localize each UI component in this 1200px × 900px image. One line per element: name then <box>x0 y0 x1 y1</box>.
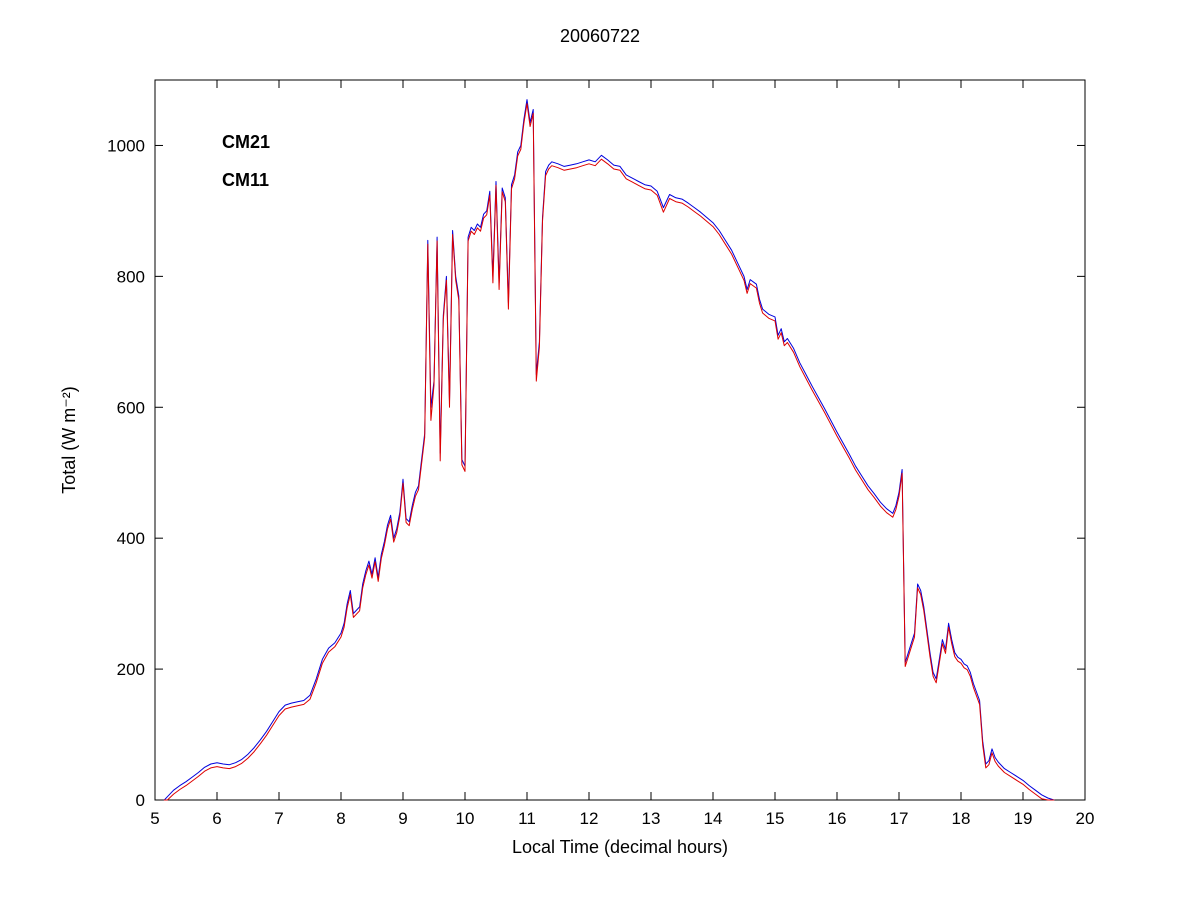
x-tick-label: 12 <box>580 809 599 828</box>
y-tick-label: 600 <box>117 398 145 417</box>
x-tick-label: 6 <box>212 809 221 828</box>
y-tick-label: 400 <box>117 529 145 548</box>
x-tick-label: 20 <box>1076 809 1095 828</box>
y-tick-label: 0 <box>136 791 145 810</box>
legend-entry-cm11: CM11 <box>222 170 269 190</box>
axes: 5 6 7 8 9 10 11 12 13 14 15 16 17 18 19 200200400600800… <box>107 79 1095 828</box>
x-tick-label: 10 <box>456 809 475 828</box>
x-axis-label: Local Time (decimal hours) <box>512 837 728 857</box>
x-tick-label: 13 <box>642 809 661 828</box>
y-axis-label: Total (W m⁻²) <box>59 386 79 494</box>
x-tick-label: 9 <box>398 809 407 828</box>
x-tick-label: 14 <box>704 809 723 828</box>
x-tick-label: 18 <box>952 809 971 828</box>
series-line-cm21 <box>163 99 1055 801</box>
chart-title: 20060722 <box>560 26 640 46</box>
x-tick-label: 5 <box>150 809 159 828</box>
x-tick-label: 19 <box>1014 809 1033 828</box>
x-tick-label: 16 <box>828 809 847 828</box>
axis-box <box>154 79 1086 801</box>
x-tick-label: 15 <box>766 809 785 828</box>
x-tick-label: 11 <box>518 809 536 828</box>
legend-entry-cm21: CM21 <box>222 132 270 152</box>
series-line-cm11 <box>163 103 1055 801</box>
x-tick-label: 17 <box>890 809 909 828</box>
y-tick-label: 800 <box>117 267 145 286</box>
data-lines <box>163 99 1055 801</box>
x-tick-label: 7 <box>274 809 283 828</box>
y-tick-label: 200 <box>117 660 145 679</box>
y-tick-label: 1000 <box>107 136 145 155</box>
x-tick-label: 8 <box>336 809 345 828</box>
